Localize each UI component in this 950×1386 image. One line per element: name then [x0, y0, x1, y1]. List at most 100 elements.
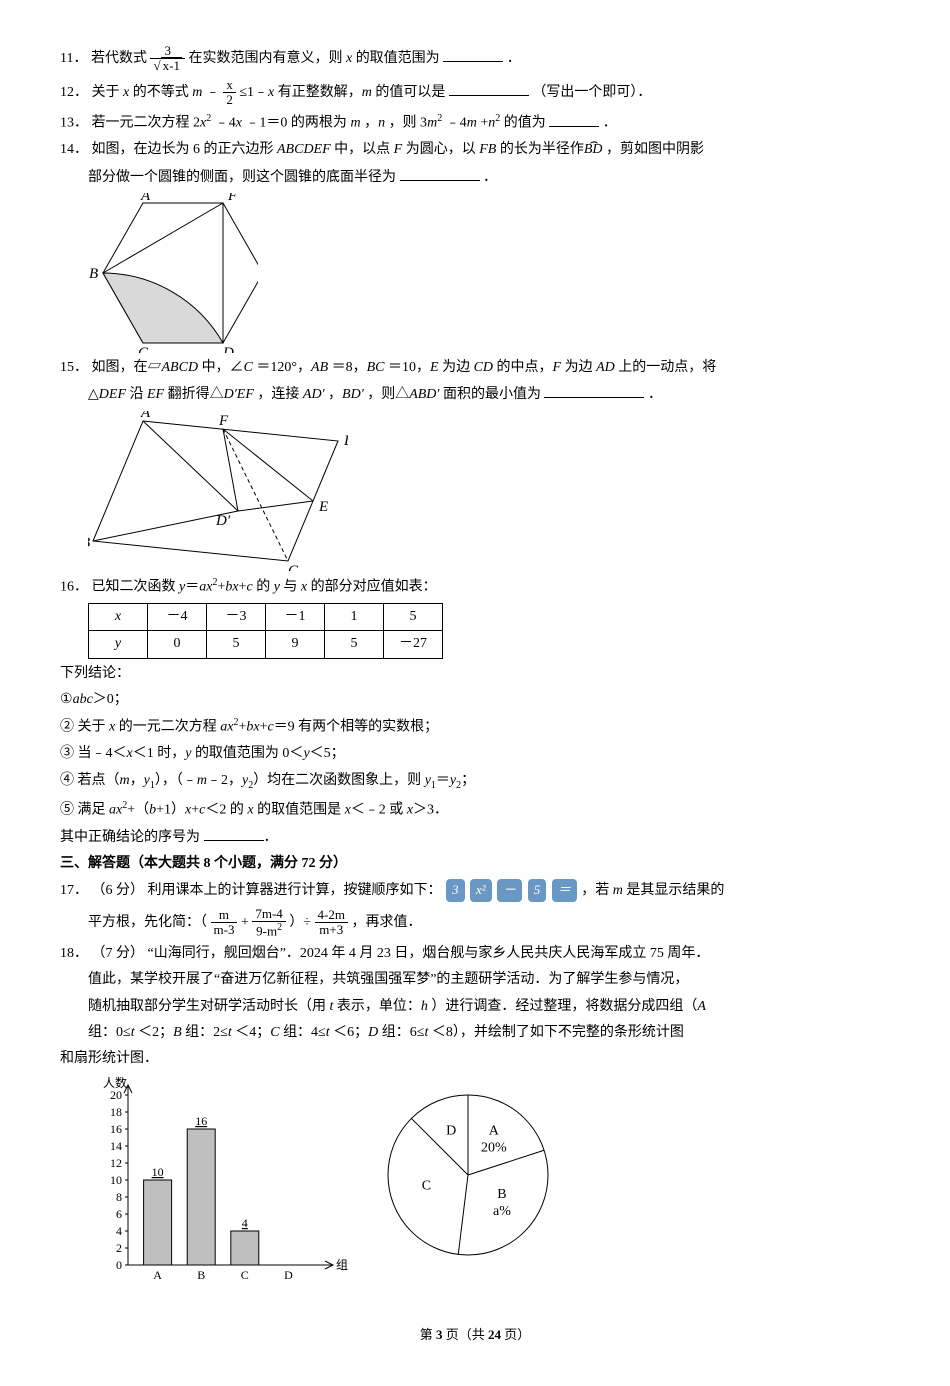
c5t2: +1） [156, 802, 185, 817]
svg-text:4: 4 [242, 1216, 248, 1230]
svg-text:A: A [140, 193, 151, 204]
q16-v2: ax [199, 579, 212, 594]
q16-t7: 的部分对应值如表： [311, 579, 437, 594]
svg-text:10: 10 [110, 1173, 122, 1187]
q16-v5: y [274, 579, 280, 594]
q15-v6: CD [474, 360, 493, 375]
q16-num: 16． [60, 579, 88, 594]
ft-pre: 第 [420, 1327, 436, 1342]
svg-text:E: E [318, 499, 328, 515]
q15-v10: EF [147, 387, 164, 402]
q14-t3: 为圆心，以 [406, 142, 480, 157]
q12-fn: x [223, 78, 236, 93]
q18-t6: 组：0≤ [88, 1025, 131, 1040]
q11-sqrt: x-1 [161, 57, 182, 73]
q17-v1: m [613, 883, 623, 898]
question-15: 15． 如图，在▱ABCD 中，∠C ＝120°，AB ＝8，BC ＝10，E … [60, 357, 890, 379]
c4v1: m [120, 773, 130, 788]
q12-fd: 2 [223, 93, 236, 107]
q15-v5: E [430, 360, 439, 375]
c4t6: ； [461, 773, 475, 788]
q13-v3: m [350, 116, 360, 131]
q11-t2: 在实数范围内有意义，则 [188, 51, 346, 66]
c3p: ③ 当﹣4＜ [60, 746, 127, 761]
q18-t7: ＜2； [138, 1025, 173, 1040]
q17-t5: + [241, 915, 249, 930]
ft-mid: 页（共 [442, 1327, 488, 1342]
q18-t12: 组：6≤ [382, 1025, 425, 1040]
q15-t15: ，则△ [367, 387, 409, 402]
q16-t10: ． [264, 830, 278, 845]
q11-blank [443, 47, 503, 62]
c4t4: ）均在二次函数图象上，则 [253, 773, 425, 788]
c2t4: ＝9 有两个相等的实数根； [274, 720, 439, 735]
c2t1: 的一元二次方程 [115, 720, 220, 735]
q12-frac: x 2 [223, 78, 236, 108]
question-11: 11． 若代数式 3 √x-1 在实数范围内有意义，则 x 的取值范围为 ． [60, 44, 890, 74]
q13-e2: 2 [437, 113, 442, 124]
f3n: 4-2m [315, 908, 348, 923]
q12-t3: ﹣ [206, 85, 220, 100]
q18-t3: 随机抽取部分学生对研学活动时长（用 [88, 999, 330, 1014]
c5v1: ax [109, 802, 122, 817]
tr-3: 9 [266, 631, 325, 658]
q18-charts: 0246810121416182010A16B4CD人数组别 A20%Ba%CD [88, 1075, 890, 1295]
q17-t3: 是其显示结果的 [623, 883, 725, 898]
c5t4: ＜2 的 [205, 802, 247, 817]
calc-btn-minus: － [497, 879, 522, 902]
question-12: 12． 关于 x 的不等式 m ﹣ x 2 ≤1﹣x 有正整数解，m 的值可以是… [60, 78, 890, 108]
bar-chart: 0246810121416182010A16B4CD人数组别 [88, 1075, 348, 1295]
q18-l3: 随机抽取部分学生对研学活动时长（用 t 表示，单位：h ）进行调查．经过整理，将… [60, 996, 890, 1018]
q18-t5: ）进行调查．经过整理，将数据分成四组（ [431, 999, 697, 1014]
q17-num: 17． [60, 883, 88, 898]
th-2: －3 [207, 603, 266, 630]
c4t5: ＝ [436, 773, 450, 788]
question-16: 16． 已知二次函数 y＝ax2+bx+c 的 y 与 x 的部分对应值如表： [60, 575, 890, 599]
q18-v8: t [326, 1025, 330, 1040]
q15-v2: C [244, 360, 253, 375]
th-1: －4 [148, 603, 207, 630]
q17-t6: ）÷ [289, 915, 311, 930]
q14-t5: ，剪如图中阴影 [606, 142, 704, 157]
th-4: 1 [325, 603, 384, 630]
th-3: －1 [266, 603, 325, 630]
c2v2: ax [220, 720, 233, 735]
q15-num: 15． [60, 360, 88, 375]
table-row: x －4 －3 －1 1 5 [89, 603, 443, 630]
svg-text:B: B [197, 1268, 205, 1282]
svg-text:D: D [222, 345, 234, 353]
q18-v3: A [697, 999, 706, 1014]
c4t2: ），（﹣ [155, 773, 197, 788]
q11-frac: 3 √x-1 [150, 44, 184, 74]
q16-v4: c [246, 579, 252, 594]
svg-text:a%: a% [493, 1204, 511, 1219]
q18-t13: ＜8），并绘制了如下不完整的条形统计图 [432, 1025, 684, 1040]
question-14: 14． 如图，在边长为 6 的正六边形 ABCDEF 中，以点 F 为圆心，以 … [60, 139, 890, 161]
q17-f1: mm-3 [211, 908, 238, 938]
q11-t3: 的取值范围为 [356, 51, 444, 66]
q14-v1: ABCDEF [277, 142, 331, 157]
svg-text:组别: 组别 [336, 1258, 348, 1272]
q16-c1: ①abc＞0； [60, 689, 890, 711]
tr-y: y [89, 631, 148, 658]
q15-t6: 为边 [442, 360, 474, 375]
q18-v5: B [173, 1025, 182, 1040]
q17-t4: 平方根，先化简：（ [88, 915, 207, 930]
c5t6: ＜﹣2 或 [351, 802, 407, 817]
calc-btn-eq: ＝ [552, 879, 577, 902]
q17-pts: （6 分） [92, 883, 145, 898]
q15-t7: 的中点， [497, 360, 553, 375]
q12-v1: x [123, 85, 129, 100]
svg-text:16: 16 [110, 1122, 122, 1136]
page-footer: 第 3 页（共 24 页） [60, 1325, 890, 1346]
q14-arc: BD [584, 139, 603, 161]
q16-v3: bx [225, 579, 238, 594]
question-18: 18． （7 分） “山海同行，舰回烟台”．2024 年 4 月 23 日，烟台… [60, 943, 890, 965]
f2de: 2 [277, 922, 282, 933]
c4t3: ﹣2， [207, 773, 242, 788]
q14-t6: 部分做一个圆锥的侧面，则这个圆锥的底面半径为 [88, 170, 400, 185]
th-5: 5 [384, 603, 443, 630]
q14-v3: FB [479, 142, 496, 157]
q15-t13: ，连接 [257, 387, 303, 402]
q16-c4: ④ 若点（m，y1），（﹣m﹣2，y2）均在二次函数图象上，则 y1＝y2； [60, 770, 890, 794]
